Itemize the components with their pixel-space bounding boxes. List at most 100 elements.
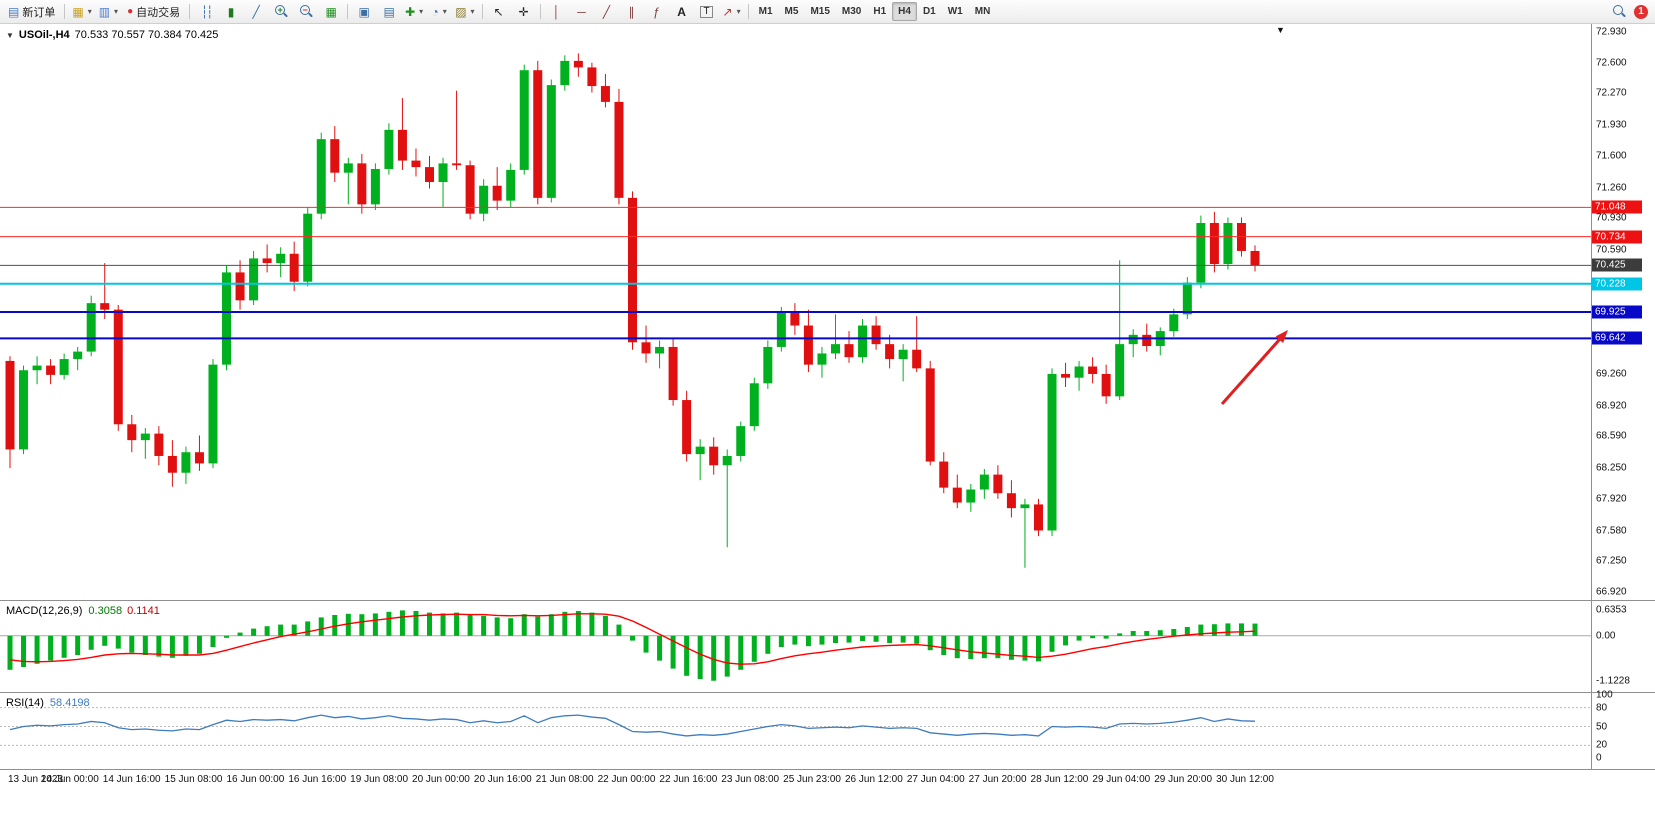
candle: [993, 474, 1003, 494]
trendline-tool-button[interactable]: ╱: [595, 1, 619, 22]
price-tag[interactable]: 71.048: [1592, 200, 1642, 214]
macd-name-label: MACD(12,26,9): [6, 605, 83, 617]
channel-tool-button[interactable]: ∥: [620, 1, 644, 22]
price-tag[interactable]: 69.925: [1592, 305, 1642, 319]
chart-area: ▼ USOil-,H4 70.533 70.557 70.384 70.425 …: [0, 24, 1655, 829]
timeframe-button-m1[interactable]: M1: [758, 6, 773, 17]
time-label: 28 Jun 12:00: [1030, 774, 1089, 785]
candle: [289, 253, 299, 282]
candle: [966, 489, 976, 503]
price-tick: 70.930: [1596, 212, 1627, 224]
timeframe-button-w1[interactable]: W1: [947, 6, 963, 17]
arrange-windows-button[interactable]: ▤: [377, 1, 401, 22]
rsi-canvas[interactable]: [0, 693, 1591, 769]
annotation-arrow[interactable]: [1220, 330, 1288, 405]
auto-trading-button[interactable]: ● 自动交易: [122, 1, 185, 22]
candle: [682, 400, 692, 455]
cursor-button[interactable]: ↖: [487, 1, 511, 22]
price-tag[interactable]: 70.425: [1592, 258, 1642, 272]
new-chart-button[interactable]: ▦ ▾: [69, 1, 94, 22]
timeframe-button-h1[interactable]: H1: [873, 6, 887, 17]
candle: [1047, 373, 1057, 531]
arrows-tool-button[interactable]: ↗ ▾: [720, 1, 744, 22]
macd-axis[interactable]: 0.6353 0.00 -1.1228: [1591, 601, 1655, 692]
horizontal-line-tool-button[interactable]: ─: [570, 1, 594, 22]
time-label: 22 Jun 16:00: [659, 774, 718, 785]
candle: [397, 129, 407, 161]
rsi-tick: 80: [1596, 702, 1608, 714]
price-chart-canvas[interactable]: [0, 24, 1591, 600]
candle: [925, 368, 935, 462]
periods-button[interactable]: ◔ ▾: [427, 1, 451, 22]
grid-button[interactable]: ▦: [319, 1, 343, 22]
rsi-value: 58.4198: [49, 697, 90, 709]
timeframe-button-h4[interactable]: H4: [892, 2, 917, 21]
vertical-line-tool-button[interactable]: │: [545, 1, 569, 22]
candle: [46, 365, 56, 375]
crosshair-button[interactable]: ✛: [512, 1, 536, 22]
candle: [357, 163, 367, 205]
symbol-timeframe-label: USOil-,H4: [18, 29, 70, 41]
timeframe-button-m30[interactable]: M30: [841, 6, 862, 17]
timeframe-button-d1[interactable]: D1: [922, 6, 936, 17]
text-label-tool-button[interactable]: T: [695, 1, 719, 22]
ohlc-values: 70.533 70.557 70.384 70.425: [74, 29, 219, 41]
candle: [668, 346, 678, 401]
profiles-button[interactable]: ▥ ▾: [96, 1, 121, 22]
price-tag[interactable]: 69.642: [1592, 331, 1642, 345]
time-label: 20 Jun 16:00: [473, 774, 532, 785]
candle: [655, 346, 665, 354]
templates-button[interactable]: ▨ ▾: [452, 1, 477, 22]
candlestick-button[interactable]: ▮: [219, 1, 243, 22]
timeframe-button-mn[interactable]: MN: [974, 6, 991, 17]
scroll-position-marker-icon[interactable]: ▼: [1276, 25, 1285, 35]
candle: [276, 253, 286, 264]
candle: [73, 351, 83, 360]
candle: [249, 258, 259, 301]
add-indicator-button[interactable]: ✚ ▾: [402, 1, 426, 22]
candle: [1020, 504, 1030, 509]
rsi-line: [9, 714, 1256, 737]
tile-windows-button[interactable]: ▣: [352, 1, 376, 22]
candle: [452, 163, 462, 166]
auto-trading-label: 自动交易: [136, 6, 181, 19]
macd-canvas[interactable]: [0, 601, 1591, 692]
price-axis[interactable]: 72.930 72.600 72.270 71.930 71.600 71.260 70.9…: [1591, 24, 1655, 600]
candle: [912, 349, 922, 369]
new-order-button[interactable]: ▤ 新订单: [3, 1, 60, 22]
fibonacci-tool-button[interactable]: ƒ: [645, 1, 669, 22]
candle: [208, 364, 218, 464]
bar-chart-button[interactable]: ┆┆: [194, 1, 218, 22]
toolbar-separator: [747, 4, 749, 19]
price-tag[interactable]: 70.734: [1592, 230, 1642, 244]
price-tag[interactable]: 70.228: [1592, 277, 1642, 291]
one-click-trading-icon[interactable]: ▼: [6, 30, 14, 40]
periods-clock-icon: ◔: [431, 4, 439, 19]
zoom-out-button[interactable]: −: [294, 1, 318, 22]
time-axis[interactable]: 13 Jun 2023 14 Jun 00:00 14 Jun 16:00 15 Ju…: [0, 769, 1655, 792]
tile-windows-icon: ▣: [358, 4, 370, 19]
macd-signal-value: 0.1141: [127, 605, 160, 617]
notification-badge[interactable]: 1: [1634, 4, 1648, 19]
candle: [533, 70, 543, 198]
candle: [830, 344, 840, 354]
line-chart-button[interactable]: ╱: [244, 1, 268, 22]
main-chart-panel: ▼ USOil-,H4 70.533 70.557 70.384 70.425 …: [0, 24, 1655, 600]
channel-icon: ∥: [628, 4, 635, 19]
zoom-in-button[interactable]: +: [269, 1, 293, 22]
timeframe-button-m15[interactable]: M15: [810, 6, 830, 17]
trendline-icon: ╱: [602, 4, 611, 19]
macd-tick: 0.6353: [1596, 604, 1627, 616]
candle: [113, 309, 123, 425]
candle: [194, 452, 204, 464]
price-tick: 71.600: [1596, 150, 1627, 162]
rsi-tick: 100: [1596, 689, 1613, 701]
time-label: 21 Jun 08:00: [535, 774, 594, 785]
rsi-axis[interactable]: 100 80 50 20 0: [1591, 689, 1655, 769]
time-label: 15 Jun 08:00: [164, 774, 223, 785]
timeframe-button-m5[interactable]: M5: [784, 6, 799, 17]
candle: [1128, 334, 1138, 345]
time-label: 19 Jun 08:00: [350, 774, 409, 785]
text-tool-button[interactable]: A: [670, 1, 694, 22]
search-icon[interactable]: [1613, 5, 1626, 18]
